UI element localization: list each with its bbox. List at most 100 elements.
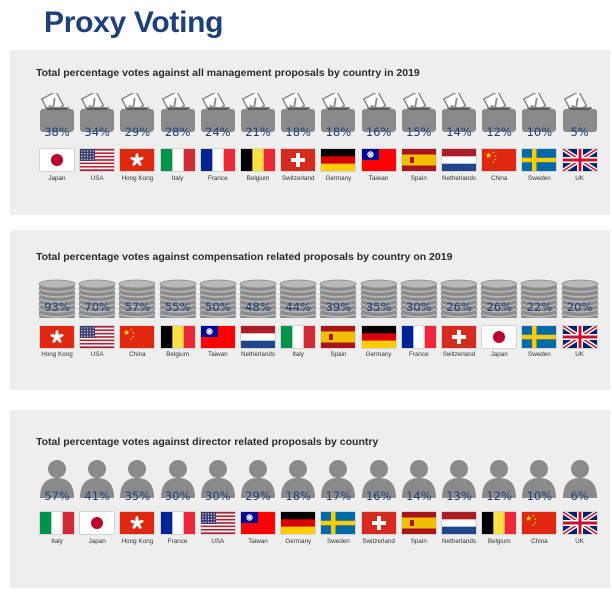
data-label: 14% <box>446 125 472 139</box>
person-icon <box>560 458 600 498</box>
country-label: France <box>408 351 429 358</box>
coin-stack-icon <box>479 278 519 321</box>
country-label: Sweden <box>528 175 551 182</box>
flag-usa-icon <box>80 149 115 171</box>
country-label: Netherlands <box>442 175 476 182</box>
data-label: 20% <box>566 300 593 314</box>
data-label: 34% <box>84 125 110 139</box>
director-proposals-panel: Total percentage votes against director … <box>10 410 610 588</box>
ballot-box-icon <box>318 90 358 133</box>
flag-germany-icon <box>361 326 396 348</box>
country-label: China <box>531 538 548 545</box>
page-title: Proxy Voting <box>44 6 224 39</box>
flag-hong-kong-icon <box>120 512 155 534</box>
flag-china-icon: ★ ★ ★ ★ ★ <box>482 149 517 171</box>
person-icon <box>278 458 318 498</box>
data-label: 12% <box>486 489 512 503</box>
country-label: USA <box>90 351 104 358</box>
person-icon <box>158 458 198 498</box>
country-label: Hong Kong <box>121 538 154 545</box>
flag-belgium-icon <box>160 326 195 348</box>
flag-netherlands-icon <box>442 149 476 171</box>
country-label: Taiwan <box>207 351 228 358</box>
coin-stack-icon <box>399 278 439 321</box>
flag-uk-icon <box>562 326 597 348</box>
ballot-box-icon <box>278 90 318 133</box>
flag-france-icon <box>401 326 436 348</box>
flag-germany-icon <box>281 512 316 534</box>
country-label: Belgium <box>487 538 511 545</box>
country-label: Belgium <box>246 175 270 182</box>
country-label: Switzerland <box>442 351 476 358</box>
flag-spain-icon <box>401 149 436 171</box>
director-proposals-title: Total percentage votes against director … <box>36 436 379 448</box>
person-icon <box>77 458 117 498</box>
country-label: USA <box>90 175 104 182</box>
person-icon <box>439 458 479 498</box>
ballot-box-icon <box>238 90 278 133</box>
svg-text:★: ★ <box>132 331 135 335</box>
data-label: 18% <box>325 125 352 139</box>
data-label: 39% <box>325 300 352 314</box>
flag-uk-icon <box>562 149 597 171</box>
data-label: 18% <box>285 125 311 139</box>
svg-text:★: ★ <box>494 158 497 162</box>
svg-text:★: ★ <box>492 151 495 155</box>
person-icon <box>37 458 77 498</box>
person-icon <box>479 458 519 498</box>
compensation-proposals-panel: Total percentage votes against compensat… <box>10 230 610 390</box>
coin-stack-icon <box>519 278 559 321</box>
flag-italy-icon <box>160 149 195 171</box>
flag-taiwan-icon <box>241 512 275 534</box>
flag-china-icon: ★ ★ ★ ★ ★ <box>522 512 557 534</box>
flag-usa-icon <box>200 512 235 534</box>
data-label: 12% <box>486 125 512 139</box>
flag-japan-icon <box>40 149 74 171</box>
ballot-box-icon <box>479 90 519 133</box>
coin-stack-icon <box>117 278 157 321</box>
coin-stack-icon <box>560 278 600 321</box>
country-label: USA <box>211 538 225 545</box>
flag-taiwan-icon <box>200 326 235 348</box>
management-proposals-title: Total percentage votes against all manag… <box>36 67 420 79</box>
data-label: 57% <box>124 300 151 314</box>
country-label: Switzerland <box>281 175 315 182</box>
flag-china-icon: ★ ★ ★ ★ ★ <box>120 326 155 348</box>
ballot-box-icon <box>198 90 238 133</box>
country-label: Japan <box>48 175 66 182</box>
data-label: 14% <box>406 489 432 503</box>
data-label: 15% <box>406 125 432 139</box>
flag-germany-icon <box>321 149 356 171</box>
data-label: 70% <box>84 300 110 314</box>
person-icon <box>117 458 157 498</box>
data-label: 6% <box>570 489 589 503</box>
person-icon <box>399 458 439 498</box>
svg-text:★: ★ <box>130 328 133 332</box>
svg-text:★: ★ <box>132 335 135 339</box>
ballot-box-icon <box>117 90 157 133</box>
data-label: 24% <box>205 125 231 139</box>
data-label: 21% <box>245 125 271 139</box>
data-label: 50% <box>205 300 231 314</box>
coin-stack-icon <box>198 278 238 321</box>
data-label: 29% <box>124 125 151 139</box>
flag-sweden-icon <box>321 512 356 534</box>
data-label: 55% <box>164 300 191 314</box>
country-label: Japan <box>88 538 106 545</box>
country-label: Italy <box>171 175 184 182</box>
flag-belgium-icon <box>482 512 517 534</box>
ballot-box-icon <box>439 90 479 133</box>
flag-taiwan-icon <box>361 149 396 171</box>
data-label: 57% <box>44 489 70 503</box>
data-label: 35% <box>365 300 392 314</box>
flag-uk-icon <box>562 512 597 534</box>
coin-stack-icon <box>238 278 278 321</box>
management-proposals-panel: Total percentage votes against all manag… <box>10 50 610 215</box>
flag-hong-kong-icon <box>40 326 74 348</box>
country-label: France <box>167 538 188 545</box>
svg-text:★: ★ <box>525 514 532 523</box>
data-label: 35% <box>124 489 151 503</box>
flag-switzerland-icon <box>361 512 396 534</box>
flag-japan-icon <box>482 326 517 348</box>
flag-spain-icon <box>321 326 356 348</box>
